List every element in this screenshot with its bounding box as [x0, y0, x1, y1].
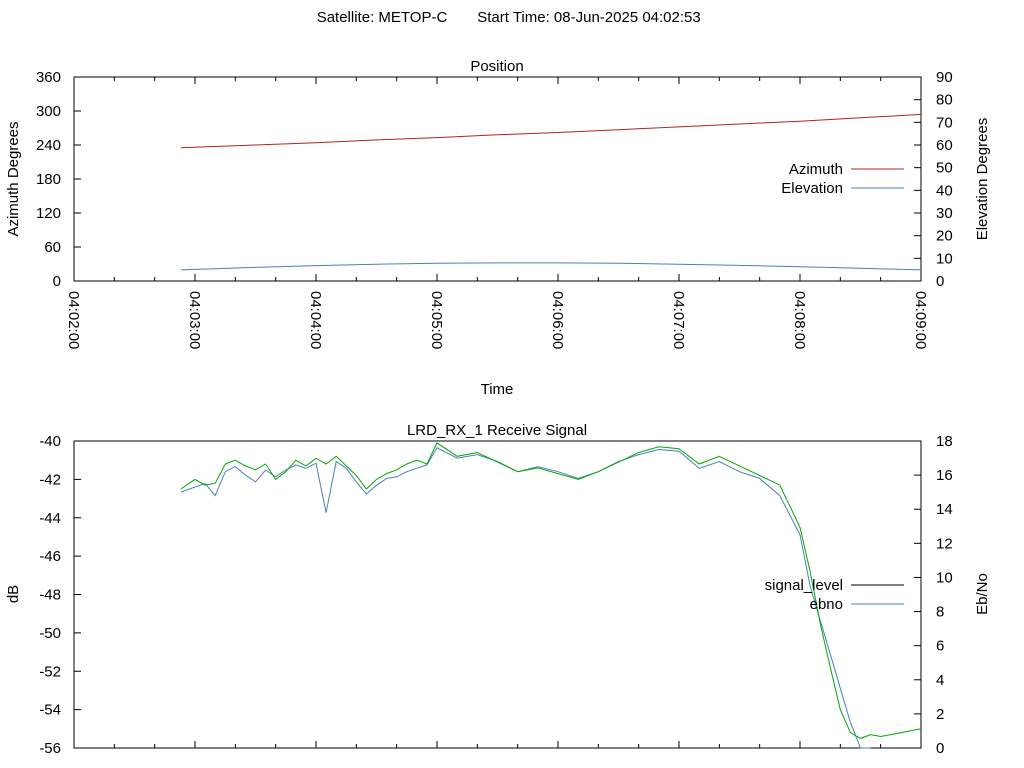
x-tick-label: 04:05:00	[428, 291, 445, 349]
x-tick-label: 04:07:00	[670, 291, 687, 349]
legend-label-ebno: ebno	[810, 596, 843, 613]
y-left-tick-label: -46	[39, 548, 61, 565]
y-right-tick-label: 10	[936, 569, 953, 586]
azimuth-line	[180, 113, 922, 149]
y-right-tick-label: 90	[936, 69, 953, 86]
y-right-tick-label: 80	[936, 92, 953, 109]
x-tick-label: 04:02:00	[65, 291, 82, 349]
x-tick-label: 04:08:00	[791, 291, 808, 349]
receive-signal-title: LRD_RX_1 Receive Signal	[407, 422, 587, 439]
y-left-tick-label: -50	[39, 625, 61, 642]
position-legend: Azimuth Elevation	[781, 161, 904, 197]
legend-label-azimuth: Azimuth	[789, 161, 843, 178]
receive-signal-plot-frame	[73, 440, 922, 749]
y-left-tick-label: 240	[36, 137, 61, 154]
x-tick-label: 04:06:00	[549, 291, 566, 349]
x-tick-label: 04:03:00	[186, 291, 203, 349]
position-y-left-label: Azimuth Degrees	[5, 121, 22, 236]
position-title: Position	[470, 58, 523, 75]
y-right-tick-label: 2	[936, 706, 944, 723]
y-left-tick-label: 120	[36, 205, 61, 222]
y-right-tick-label: 30	[936, 205, 953, 222]
y-right-tick-label: 4	[936, 672, 944, 689]
receive-signal-legend: signal_level ebno	[765, 577, 904, 613]
y-right-tick-label: 0	[936, 740, 944, 757]
legend-label-signal-level: signal_level	[765, 577, 843, 594]
y-right-tick-label: 70	[936, 114, 953, 131]
y-left-tick-label: -44	[39, 510, 61, 527]
y-left-tick-label: 0	[53, 273, 61, 290]
y-left-tick-label: 360	[36, 69, 61, 86]
y-left-tick-label: -42	[39, 471, 61, 488]
position-y-right-label: Elevation Degrees	[974, 118, 991, 241]
y-left-tick-label: -56	[39, 740, 61, 757]
position-chart: Position Azimuth Degrees Elevation Degre…	[5, 58, 991, 398]
y-left-tick-label: 180	[36, 171, 61, 188]
y-left-tick-label: -52	[39, 663, 61, 680]
y-right-tick-label: 40	[936, 182, 953, 199]
x-tick-label: 04:04:00	[307, 291, 324, 349]
receive-signal-chart: LRD_RX_1 Receive Signal dB Eb/No -56 -54 -…	[5, 422, 991, 757]
y-right-tick-label: 50	[936, 160, 953, 177]
y-left-tick-label: 60	[44, 239, 61, 256]
y-left-tick-label: 300	[36, 103, 61, 120]
y-left-tick-label: -40	[39, 433, 61, 450]
x-tick-label: 04:09:00	[912, 291, 929, 349]
y-left-tick-label: -54	[39, 702, 61, 719]
y-right-tick-label: 6	[936, 638, 944, 655]
y-right-tick-label: 14	[936, 501, 953, 518]
y-right-tick-label: 10	[936, 250, 953, 267]
y-right-tick-label: 18	[936, 433, 953, 450]
y-right-tick-label: 0	[936, 273, 944, 290]
y-right-tick-label: 16	[936, 467, 953, 484]
y-right-tick-label: 12	[936, 535, 953, 552]
position-plot-frame	[73, 76, 922, 282]
start-time-label: Start Time: 08-Jun-2025 04:02:53	[477, 9, 700, 26]
y-right-tick-label: 8	[936, 604, 944, 621]
series-2-line	[180, 442, 922, 739]
ebno-line	[180, 447, 871, 749]
legend-label-elevation: Elevation	[781, 180, 843, 197]
elevation-line	[180, 262, 922, 271]
y-left-tick-label: -48	[39, 587, 61, 604]
satellite-label: Satellite: METOP-C	[317, 9, 448, 26]
receive-signal-y-left-label: dB	[5, 585, 22, 603]
y-right-tick-label: 60	[936, 137, 953, 154]
receive-signal-y-right-label: Eb/No	[974, 573, 991, 615]
position-x-label: Time	[481, 381, 514, 398]
y-right-tick-label: 20	[936, 228, 953, 245]
